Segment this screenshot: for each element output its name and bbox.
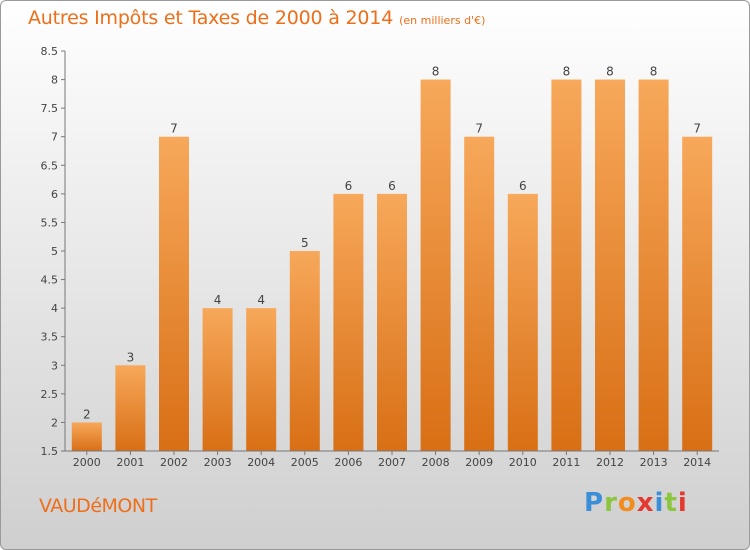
data-label-2006: 6 <box>345 179 353 193</box>
axes-layer: 2000 2001 2002 2003 2004 2005 2006 2007 2008 2009… <box>41 45 719 469</box>
x-tick-label-2005: 2005 <box>291 456 319 469</box>
y-tick-label-6: 6 <box>51 188 58 201</box>
y-tick-label-2.5: 2.5 <box>41 388 59 401</box>
x-tick-label-2011: 2011 <box>552 456 580 469</box>
chart-header: Autres Impôts et Taxes de 2000 à 2014 (en… <box>28 7 485 29</box>
bar-2007 <box>377 193 407 451</box>
x-tick-label-2009: 2009 <box>465 456 493 469</box>
logo-letter: i <box>677 488 688 518</box>
x-tick-label-2006: 2006 <box>334 456 362 469</box>
y-tick-label-4: 4 <box>51 302 58 315</box>
bar-2010 <box>507 193 538 451</box>
x-tick-label-2001: 2001 <box>116 456 144 469</box>
data-label-2011: 8 <box>563 65 571 79</box>
logo-letter: i <box>654 488 665 518</box>
bar-2012 <box>595 79 625 452</box>
y-tick-label-8: 8 <box>51 74 58 87</box>
y-tick-label-5.5: 5.5 <box>41 216 59 229</box>
bar-2009 <box>464 136 495 451</box>
y-tick-label-8.5: 8.5 <box>41 45 59 58</box>
chart-title: Autres Impôts et Taxes de 2000 à 2014 <box>28 7 394 29</box>
y-tick-label-1.5: 1.5 <box>41 445 59 458</box>
logo-letter: r <box>604 488 618 518</box>
data-label-2002: 7 <box>170 122 178 136</box>
x-tick-label-2013: 2013 <box>640 456 668 469</box>
data-label-2001: 3 <box>127 350 135 364</box>
y-tick-label-5: 5 <box>51 245 58 258</box>
logo-letter: x <box>636 488 655 518</box>
x-tick-label-2008: 2008 <box>422 456 450 469</box>
data-label-2008: 8 <box>432 65 440 79</box>
x-tick-label-2012: 2012 <box>596 456 624 469</box>
data-label-2013: 8 <box>650 65 658 79</box>
y-tick-label-7: 7 <box>51 131 58 144</box>
y-tick-label-2: 2 <box>51 416 58 429</box>
logo-letter: t <box>664 488 678 518</box>
data-label-2003: 4 <box>214 293 222 307</box>
data-label-2009: 7 <box>475 122 483 136</box>
y-tick-label-7.5: 7.5 <box>41 102 59 115</box>
chart-subtitle: (en milliers d'€) <box>399 14 486 27</box>
x-tick-label-2010: 2010 <box>509 456 537 469</box>
x-tick-label-2014: 2014 <box>683 456 711 469</box>
data-label-2010: 6 <box>519 179 527 193</box>
bar-2011 <box>551 79 582 452</box>
bar-2002 <box>159 136 189 451</box>
data-label-2004: 4 <box>257 293 265 307</box>
data-label-2012: 8 <box>606 65 614 79</box>
data-label-2005: 5 <box>301 236 309 250</box>
bars-layer: 2 3 7 4 4 5 6 6 8 7 6 8 8 8 7 <box>71 65 713 452</box>
data-label-2007: 6 <box>388 179 396 193</box>
y-tick-label-6.5: 6.5 <box>41 159 59 172</box>
commune-name: VAUDéMONT <box>39 495 157 517</box>
bar-2001 <box>115 365 146 451</box>
x-tick-label-2007: 2007 <box>378 456 406 469</box>
data-label-2014: 7 <box>693 122 701 136</box>
bar-2013 <box>638 79 669 452</box>
logo-letter: P <box>584 488 605 518</box>
bar-2005 <box>289 251 320 451</box>
y-tick-label-3: 3 <box>51 359 58 372</box>
x-tick-label-2003: 2003 <box>204 456 232 469</box>
proxiti-logo: Proxiti <box>584 488 688 518</box>
bar-2014 <box>682 136 713 451</box>
x-tick-label-2004: 2004 <box>247 456 275 469</box>
bar-2003 <box>202 308 233 451</box>
bar-2006 <box>333 193 364 451</box>
bar-2008 <box>420 79 451 452</box>
logo-letter: o <box>617 488 637 518</box>
x-tick-label-2002: 2002 <box>160 456 188 469</box>
bar-2000 <box>71 422 102 451</box>
y-tick-label-3.5: 3.5 <box>41 331 59 344</box>
x-tick-label-2000: 2000 <box>73 456 101 469</box>
y-tick-label-4.5: 4.5 <box>41 274 59 287</box>
data-label-2000: 2 <box>83 407 91 421</box>
bar-2004 <box>246 308 277 451</box>
